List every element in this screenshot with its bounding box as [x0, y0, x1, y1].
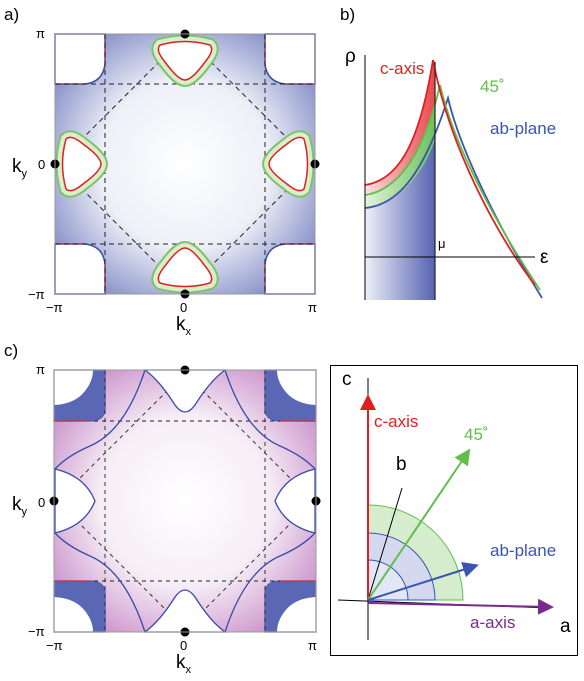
- y-tick-label: 0: [38, 495, 45, 510]
- shape: [143, 369, 227, 413]
- y-axis-label: ky: [12, 156, 28, 180]
- label-part: y: [22, 506, 28, 518]
- fermi-surface: [50, 29, 320, 299]
- shape: [158, 248, 211, 287]
- arrow-label: ab-plane: [490, 541, 556, 560]
- shape: [54, 33, 106, 85]
- y-tick-label: π: [36, 362, 45, 377]
- shape: [158, 42, 211, 81]
- arrow-label: a-axis: [470, 613, 515, 632]
- panel-a: a) π 0 −π −π 0 π ky kx: [4, 5, 320, 338]
- y-tick-label: −π: [28, 624, 45, 639]
- x-tick-label: 0: [180, 300, 187, 315]
- y-tick-label: −π: [28, 287, 45, 302]
- x-axis-label: kx: [176, 314, 192, 338]
- frame: [54, 33, 316, 295]
- x-axis-label: ε: [540, 247, 549, 268]
- x-tick-label: π: [308, 300, 317, 315]
- fermi-surface: [49, 365, 321, 637]
- shape: [264, 580, 317, 633]
- x-tick-label: 0: [180, 638, 187, 653]
- panel-label: b): [340, 5, 355, 24]
- b-axis-line: [367, 487, 403, 601]
- x-tick-label: π: [308, 638, 317, 653]
- panel-label: a): [4, 5, 19, 24]
- panel-b: b) ρ ε μ c-axis 45˚ ab-plane: [340, 5, 556, 300]
- shape: [264, 369, 317, 422]
- arrow-label: c-axis: [374, 412, 418, 431]
- curve-label: c-axis: [380, 59, 424, 78]
- shape: [63, 137, 102, 190]
- curve-label: ab-plane: [490, 119, 556, 138]
- shape: [269, 137, 308, 190]
- panel-label: c): [4, 341, 18, 360]
- shape: [54, 468, 96, 534]
- shape: [54, 420, 316, 582]
- panel-c: c) π 0 −π −π 0 π ky kx: [4, 341, 321, 676]
- label-part: x: [186, 326, 192, 338]
- arrow-45: [367, 448, 471, 601]
- axis-label: a: [560, 616, 571, 637]
- shape: [264, 243, 316, 295]
- fill-ab: [365, 140, 435, 300]
- label-part: k: [12, 156, 22, 177]
- label-part: k: [176, 652, 186, 673]
- shape: [274, 468, 316, 534]
- curve-label: 45˚: [480, 77, 505, 96]
- x-tick-label: −π: [46, 638, 63, 653]
- label-part: k: [176, 314, 186, 335]
- shape: [54, 243, 106, 295]
- y-axis-label: ρ: [345, 46, 356, 67]
- shape: [53, 369, 106, 422]
- arrow-label: 45˚: [464, 425, 489, 444]
- x-tick-label: −π: [46, 300, 63, 315]
- curve-45: [364, 84, 541, 291]
- axis-label: b: [396, 454, 407, 475]
- shape: [54, 369, 316, 633]
- label-part: x: [186, 664, 192, 676]
- mu-label: μ: [438, 236, 446, 251]
- y-axis-label: ky: [12, 494, 28, 518]
- panel-d: c b a c-axis 45˚ ab-plane a-axis: [330, 365, 578, 656]
- shape: [143, 589, 227, 633]
- y-tick-label: 0: [38, 157, 45, 172]
- x-axis-label: kx: [176, 652, 192, 676]
- frame: [53, 369, 317, 633]
- y-tick-label: π: [36, 26, 45, 41]
- label-part: y: [22, 168, 28, 180]
- arrow-ab: [367, 562, 479, 601]
- shape: [53, 580, 106, 633]
- axis-label: c: [342, 369, 352, 390]
- label-part: k: [12, 494, 22, 515]
- arrow-a: [367, 598, 554, 615]
- shape: [264, 33, 316, 85]
